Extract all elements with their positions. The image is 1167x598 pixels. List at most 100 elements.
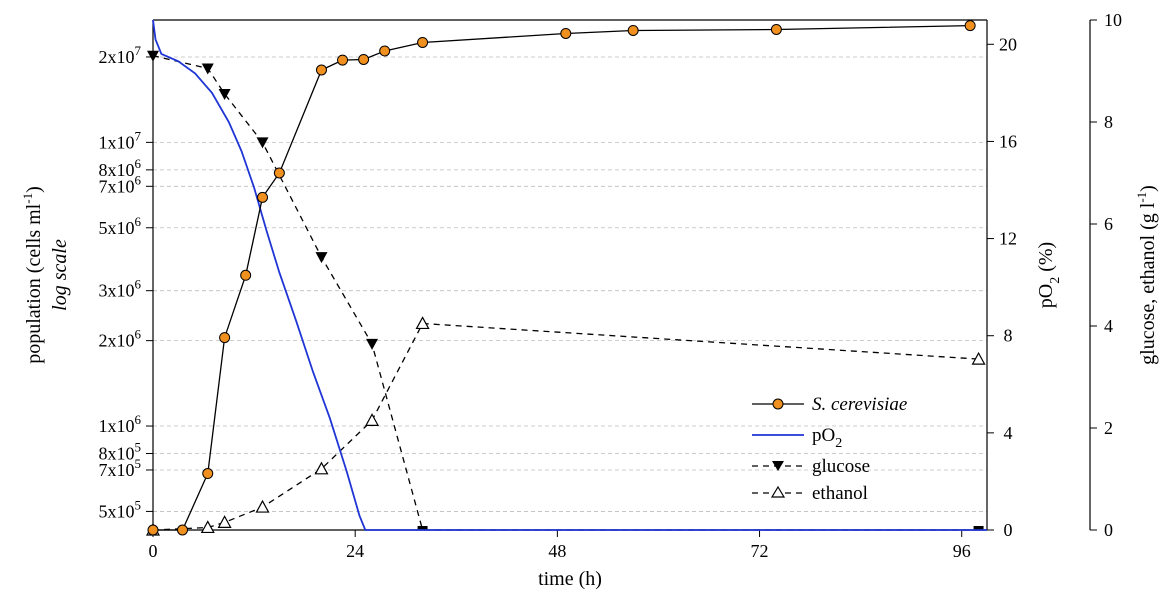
tick-marks <box>146 19 1097 537</box>
right-tick-label: 0 <box>1104 520 1113 540</box>
middle-tick-label: 12 <box>999 229 1017 249</box>
left-axis-title-sup: -1 <box>20 193 35 204</box>
series-s-cerevisiae <box>147 20 976 536</box>
left-tick-label-mantissa: 3x10 <box>99 281 135 301</box>
right-axis-title: glucose, ethanol (g l-1) <box>1134 185 1159 365</box>
middle-tick-label: 16 <box>999 131 1017 151</box>
data-point-ethanol <box>971 351 986 365</box>
data-point-s-cerevisiae <box>273 167 285 179</box>
left-tick-label: 1x106 <box>99 412 142 436</box>
legend-marker-glucose <box>772 461 784 471</box>
grid-lines <box>153 56 987 512</box>
data-point-glucose <box>366 338 379 350</box>
left-tick-label-mantissa: 1x10 <box>99 416 135 436</box>
left-tick-label: 8x105 <box>99 440 142 464</box>
left-tick-label: 7x105 <box>99 456 142 480</box>
middle-axis-title: pO2 (%) <box>1035 242 1063 308</box>
left-tick-label: 3x106 <box>99 277 142 301</box>
data-point-s-cerevisiae <box>627 24 639 36</box>
svg-text:log scale: log scale <box>49 239 71 311</box>
right-axis-title-close: ) <box>1137 185 1159 192</box>
svg-text:pO2 (%): pO2 (%) <box>1035 242 1063 308</box>
left-axis-sublabel: log scale <box>49 239 71 311</box>
series-po2 <box>152 19 987 531</box>
x-tick-label: 72 <box>751 541 769 561</box>
middle-tick-label: 4 <box>1004 423 1013 443</box>
legend: S. cerevisiae pO2 glucose ethanol <box>752 394 907 504</box>
data-point-ethanol <box>200 520 215 534</box>
legend-label-ethanol: ethanol <box>812 483 868 504</box>
middle-axis-title-rest: (%) <box>1035 242 1057 277</box>
x-tick-label: 0 <box>149 541 158 561</box>
left-tick-label-exponent: 6 <box>135 172 142 187</box>
legend-label-cerevisiae: S. cerevisiae <box>812 394 907 415</box>
left-tick-label-mantissa: 5x10 <box>99 218 135 238</box>
left-tick-label: 1x107 <box>99 128 142 152</box>
data-point-s-cerevisiae <box>560 27 572 39</box>
data-point-s-cerevisiae <box>202 468 214 480</box>
left-tick-label-mantissa: 1x10 <box>99 132 135 152</box>
left-tick-label: 5x105 <box>99 497 142 521</box>
data-point-s-cerevisiae <box>147 524 159 536</box>
data-point-ethanol <box>415 316 430 330</box>
left-tick-label-exponent: 5 <box>135 440 142 455</box>
right-axis-title-text: glucose, ethanol (g l <box>1137 202 1159 365</box>
left-axis-title-text: population (cells ml <box>23 203 45 363</box>
left-tick-label-exponent: 5 <box>135 497 142 512</box>
data-point-s-cerevisiae <box>219 332 231 344</box>
right-axis-title-sup: -1 <box>1134 192 1149 203</box>
right-tick-label: 6 <box>1104 214 1113 234</box>
svg-text:population (cells ml-1): population (cells ml-1) <box>20 186 45 364</box>
legend-label-po2-main: pO <box>812 425 835 446</box>
right-tick-label: 4 <box>1104 316 1113 336</box>
svg-text:glucose, ethanol (g l-1): glucose, ethanol (g l-1) <box>1134 185 1159 365</box>
legend-label-po2-sub: 2 <box>835 436 842 451</box>
left-tick-label-exponent: 6 <box>135 327 142 342</box>
data-point-glucose <box>256 137 269 149</box>
data-point-s-cerevisiae <box>337 54 349 66</box>
x-tick-label: 24 <box>346 541 364 561</box>
x-axis-title: time (h) <box>538 568 602 590</box>
data-point-s-cerevisiae <box>257 191 269 203</box>
data-point-s-cerevisiae <box>358 53 370 65</box>
left-tick-label-exponent: 5 <box>135 456 142 471</box>
data-point-s-cerevisiae <box>964 20 976 32</box>
series-ethanol <box>145 316 986 536</box>
middle-tick-label: 8 <box>1004 326 1013 346</box>
x-tick-label: 48 <box>548 541 566 561</box>
series-line-s-cerevisiae <box>153 24 971 531</box>
data-point-ethanol <box>255 499 270 513</box>
x-tick-label: 96 <box>953 541 971 561</box>
left-tick-label-mantissa: 5x10 <box>99 501 135 521</box>
series-line-po2 <box>152 19 987 531</box>
tick-labels: 5x1057x1058x1051x1062x1063x1065x1067x106… <box>99 10 1123 561</box>
left-axis-title: population (cells ml-1) <box>20 186 45 364</box>
data-point-glucose <box>201 63 214 75</box>
left-tick-label-exponent: 6 <box>135 214 142 229</box>
middle-axis-title-text: pO <box>1035 284 1057 308</box>
data-point-glucose <box>315 252 328 264</box>
left-tick-label: 5x106 <box>99 214 142 238</box>
data-point-ethanol <box>217 515 232 528</box>
data-point-glucose <box>417 526 428 530</box>
left-tick-label: 7x106 <box>99 172 142 196</box>
left-tick-label-exponent: 7 <box>135 128 142 143</box>
data-point-ethanol <box>314 461 329 475</box>
left-tick-label-mantissa: 7x10 <box>99 460 135 480</box>
left-tick-label: 2x106 <box>99 327 142 351</box>
right-tick-label: 10 <box>1104 10 1122 30</box>
left-axis-title-close: ) <box>23 186 45 193</box>
middle-tick-label: 0 <box>1004 520 1013 540</box>
legend-label-po2: pO2 <box>812 425 842 451</box>
left-tick-label: 8x106 <box>99 156 142 180</box>
data-point-s-cerevisiae <box>315 64 327 76</box>
data-point-s-cerevisiae <box>176 524 188 536</box>
right-tick-label: 8 <box>1104 112 1113 132</box>
legend-label-glucose: glucose <box>812 456 870 477</box>
middle-axis-title-sub: 2 <box>1048 277 1063 284</box>
series-line-glucose <box>152 55 979 531</box>
middle-tick-label: 20 <box>999 34 1017 54</box>
data-point-glucose <box>218 88 231 100</box>
data-point-ethanol <box>365 413 380 426</box>
